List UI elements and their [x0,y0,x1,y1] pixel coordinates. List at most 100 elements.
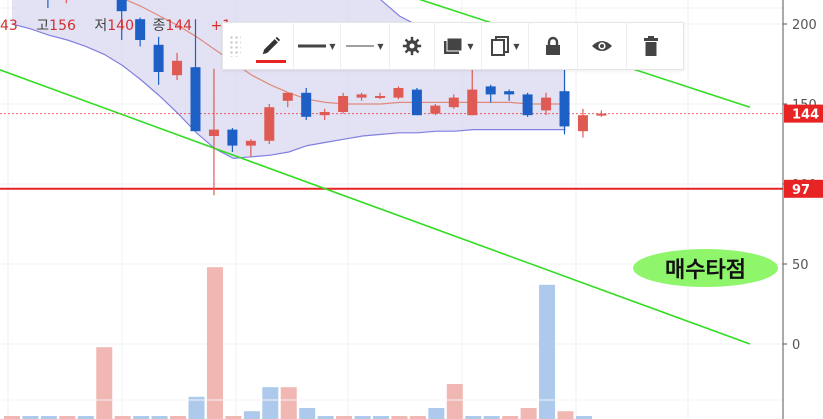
candle-body [522,94,533,116]
price-tick-label: 200 [792,18,817,33]
clone-button[interactable]: ▼ [482,23,528,69]
brush-icon [262,36,281,55]
candle-body [116,0,127,12]
settings-button[interactable] [390,23,434,69]
price-label-text: 144 [792,108,819,123]
volume-bar [465,416,482,419]
volume-bar [391,416,408,419]
open-value: 43 [0,18,18,34]
high-value: 156 [49,18,76,34]
candle-body [264,107,275,141]
clone-icon [491,36,510,56]
ohlc-header: 43 고156 저140 종144 +1 [0,15,231,35]
fill-color-icon [444,37,463,54]
volume-bar [243,411,260,419]
chevron-down-icon: ▼ [329,41,336,51]
trash-icon [644,36,658,56]
volume-bar [59,416,76,419]
buy-point-label[interactable]: 매수타점 [633,249,778,287]
eye-icon [592,41,612,51]
volume-bar [557,411,574,419]
candle-body [319,112,330,116]
volume-bar [373,416,389,419]
candle-body [485,86,496,95]
candle-body [153,44,164,72]
price-label-badge [784,179,823,198]
volume-bar [188,396,205,419]
volume-bar [4,416,20,419]
volume-bar [336,416,353,419]
volume-bar [22,416,39,419]
candle-body [430,105,441,114]
volume-bar [483,416,500,419]
visibility-button[interactable] [578,23,626,69]
candle-body [208,129,219,136]
price-tick-label: 50 [792,258,809,273]
line-width-button[interactable]: ▼ [341,23,389,69]
price-label-text: 97 [792,183,810,198]
volume-bar [133,416,150,419]
volume-bar [96,347,113,419]
low-label: 저 [94,18,108,34]
candle-body [375,96,385,98]
drag-handle[interactable] [229,35,241,57]
price-tick-label: 0 [792,338,800,353]
candle-body [577,115,588,132]
volume-bar [170,416,187,419]
candle-body [245,140,256,146]
line-style-button[interactable]: ▼ [294,23,340,69]
candle-body [338,96,349,112]
candle-body [172,60,183,76]
volume-bar [262,387,279,419]
price-label-badge [784,104,823,123]
candle-body [356,94,367,98]
candle-body [227,129,238,146]
candle-body [282,92,293,101]
settings-icon [402,36,422,56]
volume-bar [520,408,537,419]
volume-bar [206,267,223,419]
volume-bar [428,408,445,419]
volume-bar [409,416,426,419]
candle-body [448,97,459,108]
lock-button[interactable] [529,23,577,69]
drawing-toolbar: ▼ ▼ [222,22,684,70]
candle-body [541,97,552,111]
volume-bar [225,416,242,419]
volume-bar [502,416,519,419]
volume-bar [114,416,131,419]
candle-body [559,91,570,127]
line-width-icon [346,45,375,47]
lock-icon [546,36,560,55]
volume-bar [299,408,316,419]
candle-body [135,19,146,40]
delete-button[interactable] [627,23,675,69]
low-value: 140 [107,18,134,34]
line-style-icon [298,44,327,48]
close-value: 144 [165,18,193,34]
chevron-down-icon: ▼ [377,41,384,51]
candle-body [190,67,201,132]
trendline-lower [0,69,751,345]
candle-body [301,92,312,117]
volume-bar [77,416,94,419]
candle-body [467,89,478,116]
candle-body [504,91,515,95]
bollinger-lower-line [11,23,566,160]
fill-color-button[interactable]: ▼ [435,23,481,69]
volume-bar [151,416,168,419]
brush-color-swatch [256,60,286,63]
brush-button[interactable] [249,23,293,69]
volume-bar [354,416,371,419]
candle-body [393,88,404,98]
price-axis-background [783,0,823,419]
volume-bar [539,284,556,419]
close-label: 종 [152,18,166,34]
volume-bar [446,384,463,419]
candle-body [596,113,607,116]
volume-bar [575,416,592,419]
chevron-down-icon: ▼ [513,41,520,51]
volume-bar [40,416,57,419]
high-label: 고 [36,18,50,34]
